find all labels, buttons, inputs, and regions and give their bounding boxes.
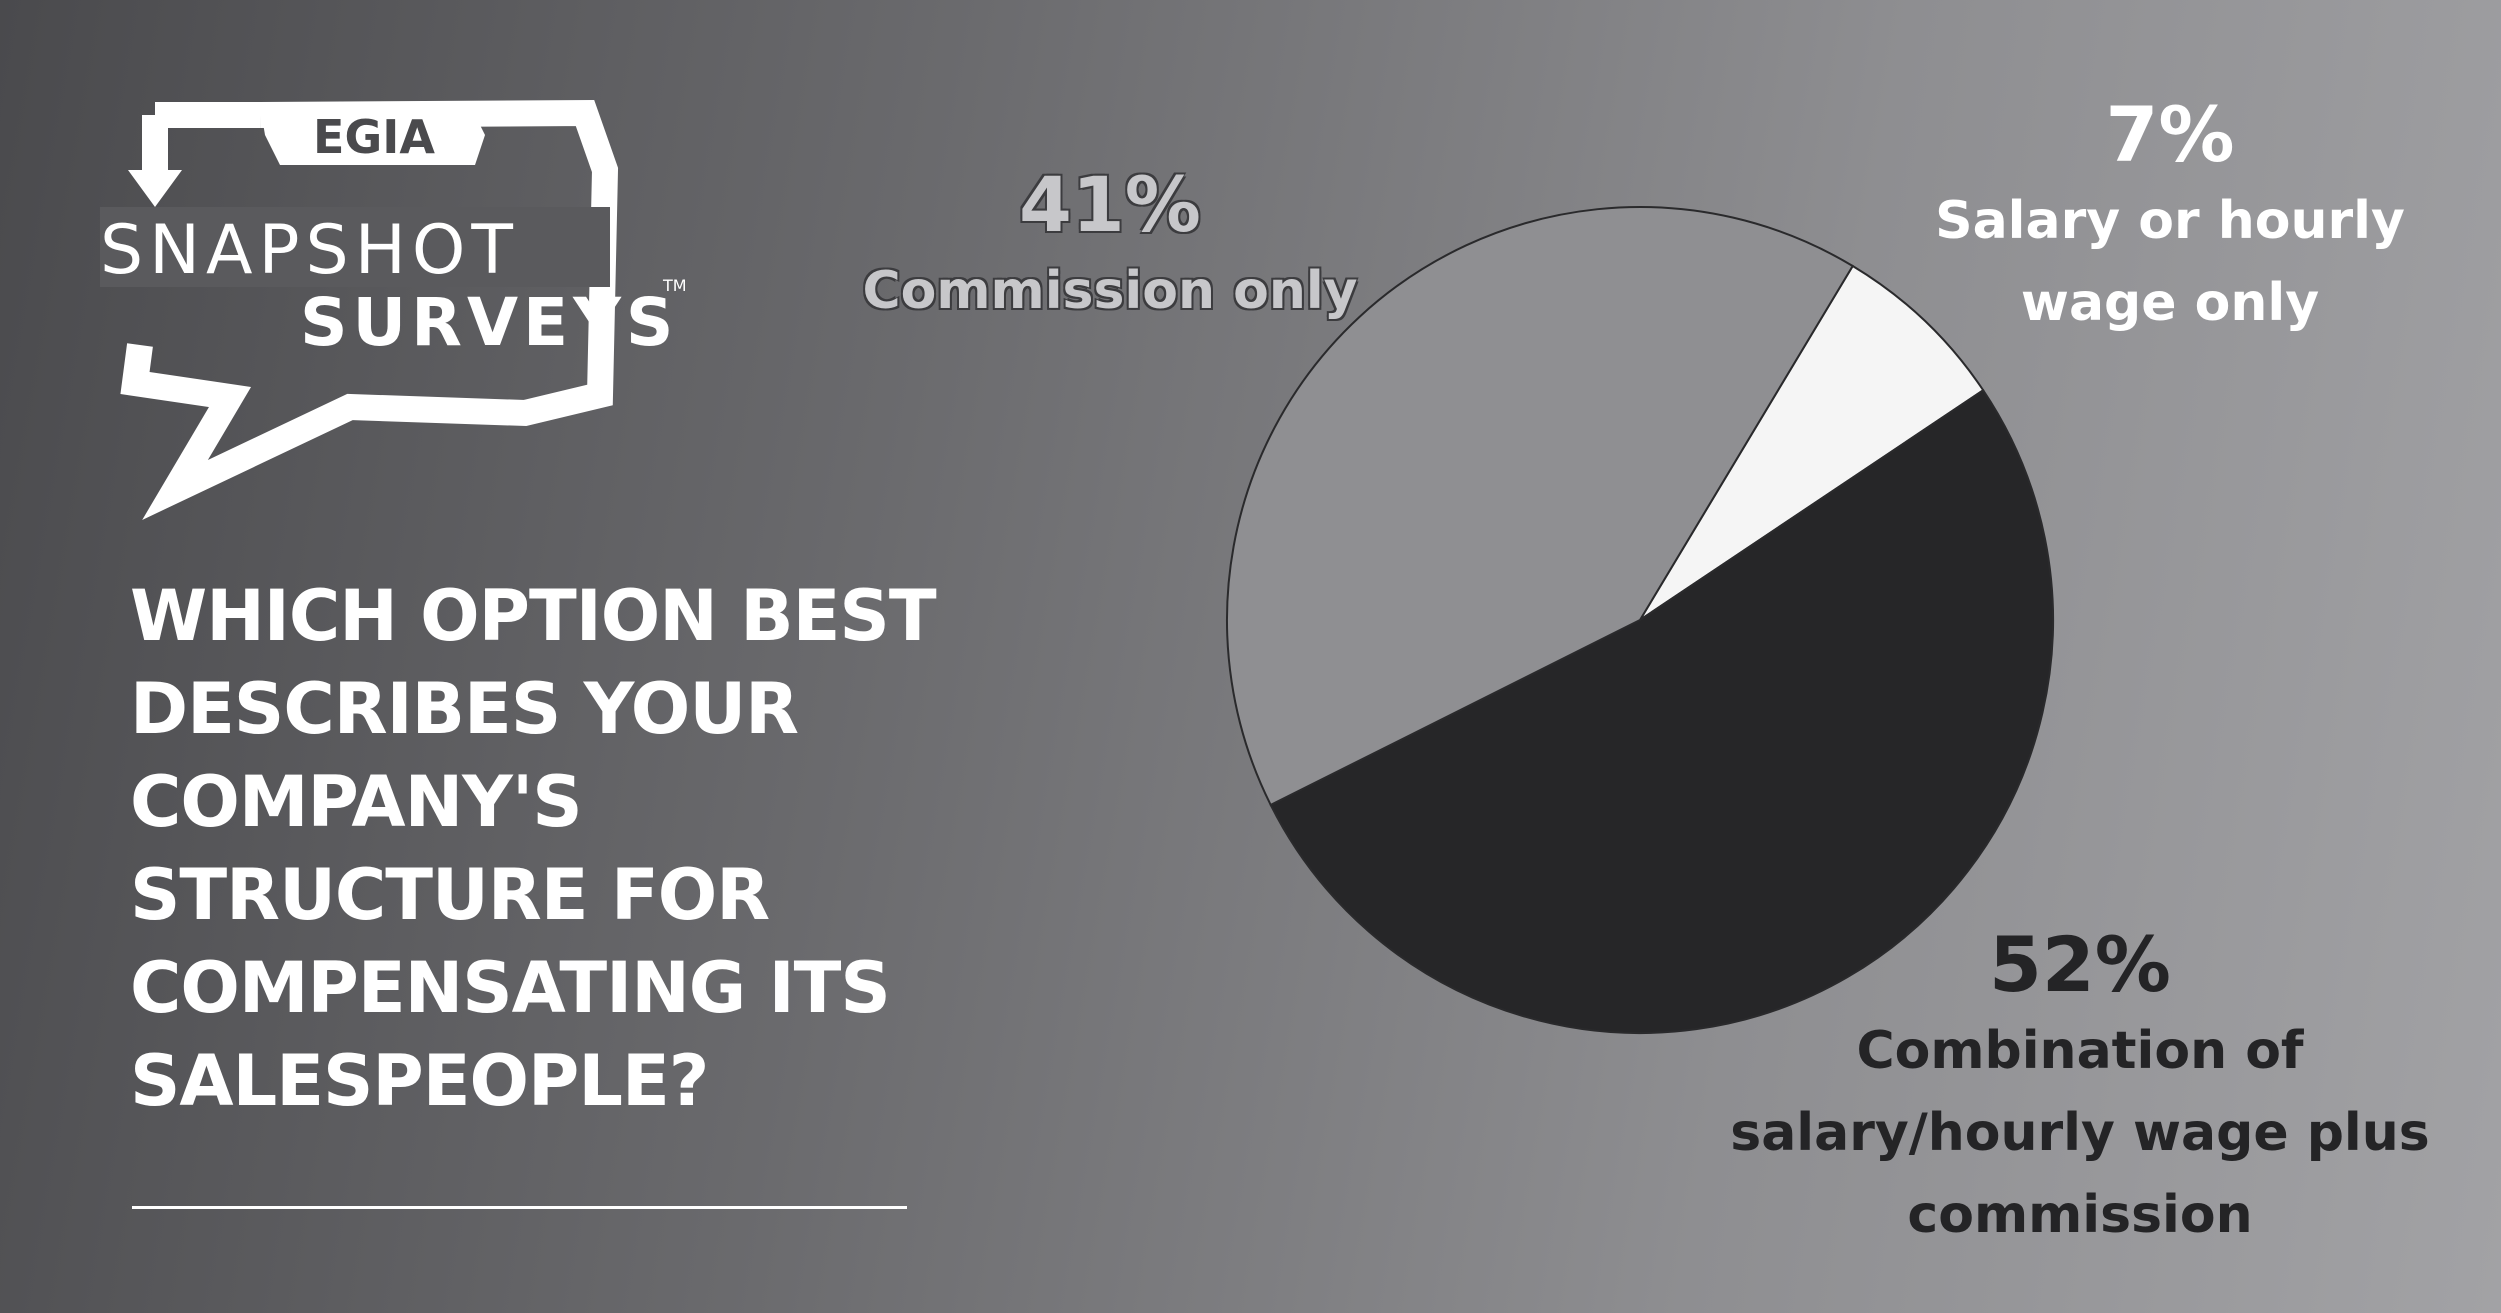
divider — [132, 1206, 907, 1209]
text-commission: Commission only — [862, 261, 1358, 321]
label-commission: 41% Commission only — [860, 160, 1360, 332]
text-salary: Salary or hourly wage only — [1935, 191, 2405, 333]
pct-combination: 52% — [1989, 920, 2171, 1009]
text-combination: Combination of salary/hourly wage plus c… — [1730, 1021, 2430, 1245]
logo-brand: EGIA — [313, 110, 435, 164]
pct-salary: 7% — [2105, 90, 2235, 179]
logo-line2: SURVEYS — [300, 284, 678, 361]
pct-commission: 41% — [1019, 160, 1201, 249]
label-combination: 52% Combination of salary/hourly wage pl… — [1690, 920, 2470, 1256]
speech-bubble-logo-icon: EGIA SNAPSHOT SURVEYS TM — [100, 99, 687, 520]
logo-line1: SNAPSHOT — [100, 211, 519, 290]
label-salary: 7% Salary or hourly wage only — [1880, 90, 2460, 344]
survey-question: WHICH OPTION BEST DESCRIBES YOUR COMPANY… — [130, 575, 937, 1122]
logo-tm: TM — [662, 276, 687, 295]
egia-snapshot-surveys-logo: EGIA SNAPSHOT SURVEYS TM — [80, 95, 720, 520]
